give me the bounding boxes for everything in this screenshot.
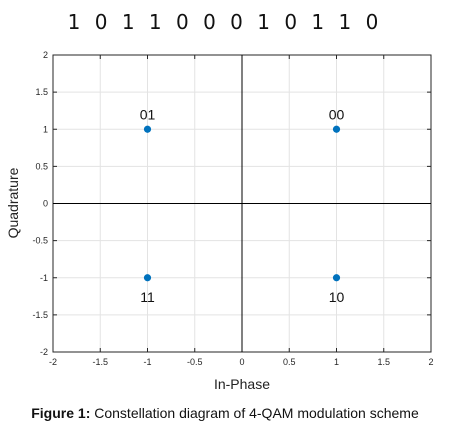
tick-labels: -2 -1.5 -1 -0.5 0 0.5 1 1.5 2 -2 -1.5 -1 -0.5 0 0.5 1 1.… <box>32 50 433 367</box>
x-tick-label: -1.5 <box>92 357 108 367</box>
y-tick-label: 1.5 <box>35 87 48 97</box>
y-tick-label: -1 <box>40 273 48 283</box>
y-axis-label: Quadrature <box>5 167 21 238</box>
x-axis-label: In-Phase <box>214 376 270 392</box>
point-label: 00 <box>329 106 345 122</box>
x-tick-label: 1.5 <box>377 357 390 367</box>
y-tick-label: -0.5 <box>32 236 48 246</box>
constellation-chart: -2 -1.5 -1 -0.5 0 0.5 1 1.5 2 -2 -1.5 -1 -0.5 0 0.5 1 1.… <box>5 50 434 392</box>
y-tick-label: 0.5 <box>35 161 48 171</box>
constellation-point <box>143 125 152 133</box>
x-tick-label: 0.5 <box>283 357 296 367</box>
y-tick-label: -2 <box>40 347 48 357</box>
bit-sequence: 1 0 1 1 0 0 0 1 0 1 1 0 <box>67 10 383 34</box>
point-label: 10 <box>329 289 345 305</box>
caption-text: Constellation diagram of 4-QAM modulatio… <box>94 405 419 421</box>
x-tick-label: 2 <box>428 357 433 367</box>
y-tick-label: -1.5 <box>32 310 48 320</box>
y-tick-label: 0 <box>43 199 48 209</box>
constellation-point <box>143 274 152 282</box>
point-label: 01 <box>140 106 156 122</box>
point-label: 11 <box>140 289 155 305</box>
data-points: 01 00 11 10 <box>140 106 345 305</box>
constellation-point <box>332 274 341 282</box>
figure-caption: Figure 1: Constellation diagram of 4-QAM… <box>0 405 450 421</box>
x-tick-label: -0.5 <box>187 357 203 367</box>
y-tick-label: 1 <box>43 124 48 134</box>
x-tick-label: -2 <box>49 357 57 367</box>
x-tick-label: 0 <box>239 357 244 367</box>
y-tick-label: 2 <box>43 50 48 60</box>
axes <box>52 54 432 353</box>
x-tick-label: 1 <box>334 357 339 367</box>
x-tick-label: -1 <box>143 357 151 367</box>
constellation-point <box>332 125 341 133</box>
caption-prefix: Figure 1: <box>31 405 91 421</box>
